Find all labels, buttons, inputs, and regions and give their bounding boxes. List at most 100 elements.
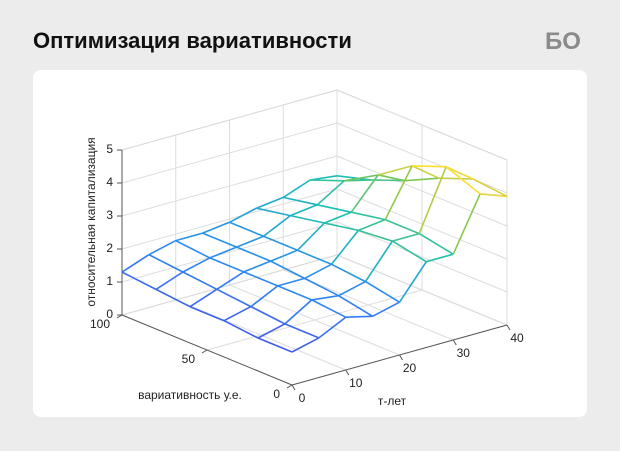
mesh-segment — [250, 305, 286, 325]
mesh-segment — [330, 229, 360, 265]
mesh-segment — [256, 196, 284, 209]
mesh-segment — [310, 175, 338, 181]
mesh-segment — [270, 260, 305, 280]
mesh-segment — [202, 232, 237, 248]
mesh-segment — [310, 179, 345, 182]
mesh-segment — [236, 235, 264, 248]
mesh-segment — [189, 288, 218, 308]
x-axis-label: т-лет — [378, 394, 407, 408]
mesh-segment — [236, 246, 271, 262]
z-tick-label: 0 — [106, 307, 113, 321]
mesh-segment — [472, 178, 508, 198]
mesh-segment — [336, 175, 372, 181]
mesh-segment — [148, 239, 177, 256]
y-tick-label: 0 — [273, 387, 280, 401]
mesh-segment — [343, 174, 379, 182]
mesh-segment — [358, 218, 386, 232]
mesh-segment — [297, 249, 332, 266]
mesh-segment — [257, 337, 293, 353]
mesh-segment — [372, 301, 400, 318]
y-tick — [286, 384, 293, 389]
x-tick — [452, 339, 457, 346]
mesh-segment — [304, 263, 332, 280]
mesh-segment — [370, 179, 406, 182]
mesh-segment — [377, 174, 406, 182]
mesh-segment — [243, 260, 271, 273]
mesh-segment — [155, 271, 184, 291]
mesh-segment — [331, 263, 366, 283]
chart-card — [33, 70, 587, 417]
y-tick — [116, 314, 123, 319]
page-title: Оптимизация вариативности — [33, 28, 352, 53]
mesh-segment — [263, 235, 298, 252]
mesh-segment — [324, 222, 359, 232]
mesh-segment — [216, 271, 245, 290]
mesh-segment — [189, 305, 225, 322]
mesh-segment — [243, 271, 279, 287]
mesh-segment — [365, 280, 400, 303]
mesh-segment — [209, 246, 237, 259]
mesh-segment — [316, 180, 345, 206]
mesh-segment — [426, 253, 454, 263]
x-tick-label: 30 — [457, 346, 471, 360]
mesh-segment — [324, 211, 352, 224]
mesh-segment — [121, 271, 157, 291]
mesh-segment — [216, 288, 252, 308]
mesh-segment — [317, 204, 352, 213]
x-tick-label: 20 — [403, 361, 417, 375]
mesh-segment — [284, 323, 320, 339]
mesh-segment — [438, 177, 474, 180]
z-tick-label: 3 — [106, 208, 113, 222]
mesh-segment — [223, 319, 259, 339]
y-tick — [201, 349, 208, 354]
x-tick — [291, 384, 296, 391]
mesh-segment — [311, 299, 347, 318]
mesh-segment — [296, 222, 325, 251]
mesh-segment — [121, 254, 150, 273]
mesh-segment — [155, 288, 191, 308]
grid-line — [206, 289, 423, 351]
mesh-segment — [418, 166, 447, 234]
y-axis-label: вариативность у.е. — [138, 388, 242, 402]
mesh-segment — [452, 193, 481, 255]
x-tick — [506, 324, 511, 331]
z-tick-label: 2 — [106, 241, 113, 255]
z-tick-label: 4 — [106, 175, 113, 189]
mesh-segment — [418, 232, 454, 255]
logo: БО — [545, 28, 581, 55]
mesh-segment — [284, 299, 313, 325]
mesh-segment — [229, 221, 264, 238]
mesh-segment — [290, 204, 318, 217]
mesh-segment — [182, 271, 218, 291]
mesh-segment — [175, 239, 211, 259]
x-tick-label: 0 — [299, 391, 306, 405]
z-axis-label: относительная капитализация — [84, 137, 98, 306]
mesh-segment — [270, 249, 298, 262]
mesh-segment — [358, 229, 393, 242]
mesh-segment — [277, 285, 313, 301]
mesh-segment — [209, 257, 245, 273]
x-tick — [399, 354, 403, 361]
mesh-segment — [229, 207, 257, 224]
mesh-segment — [257, 323, 286, 339]
mesh-segment — [311, 294, 339, 301]
mesh-segment — [350, 174, 379, 213]
mesh-segment — [445, 166, 481, 195]
mesh-segment — [291, 337, 320, 353]
grid-line — [121, 254, 338, 316]
mesh-segment — [445, 165, 474, 180]
y-tick-label: 100 — [90, 317, 110, 331]
mesh-segment — [412, 165, 447, 168]
x-tick-label: 10 — [349, 376, 363, 390]
mesh-segment — [250, 285, 279, 308]
mesh-segment — [175, 232, 203, 242]
mesh-segment — [318, 316, 347, 339]
mesh-segment — [404, 177, 440, 182]
mesh-segment — [223, 305, 252, 322]
mesh-segment — [392, 232, 420, 242]
axis-line — [291, 324, 508, 386]
x-tick-label: 40 — [510, 331, 524, 345]
mesh-segment — [338, 295, 374, 317]
